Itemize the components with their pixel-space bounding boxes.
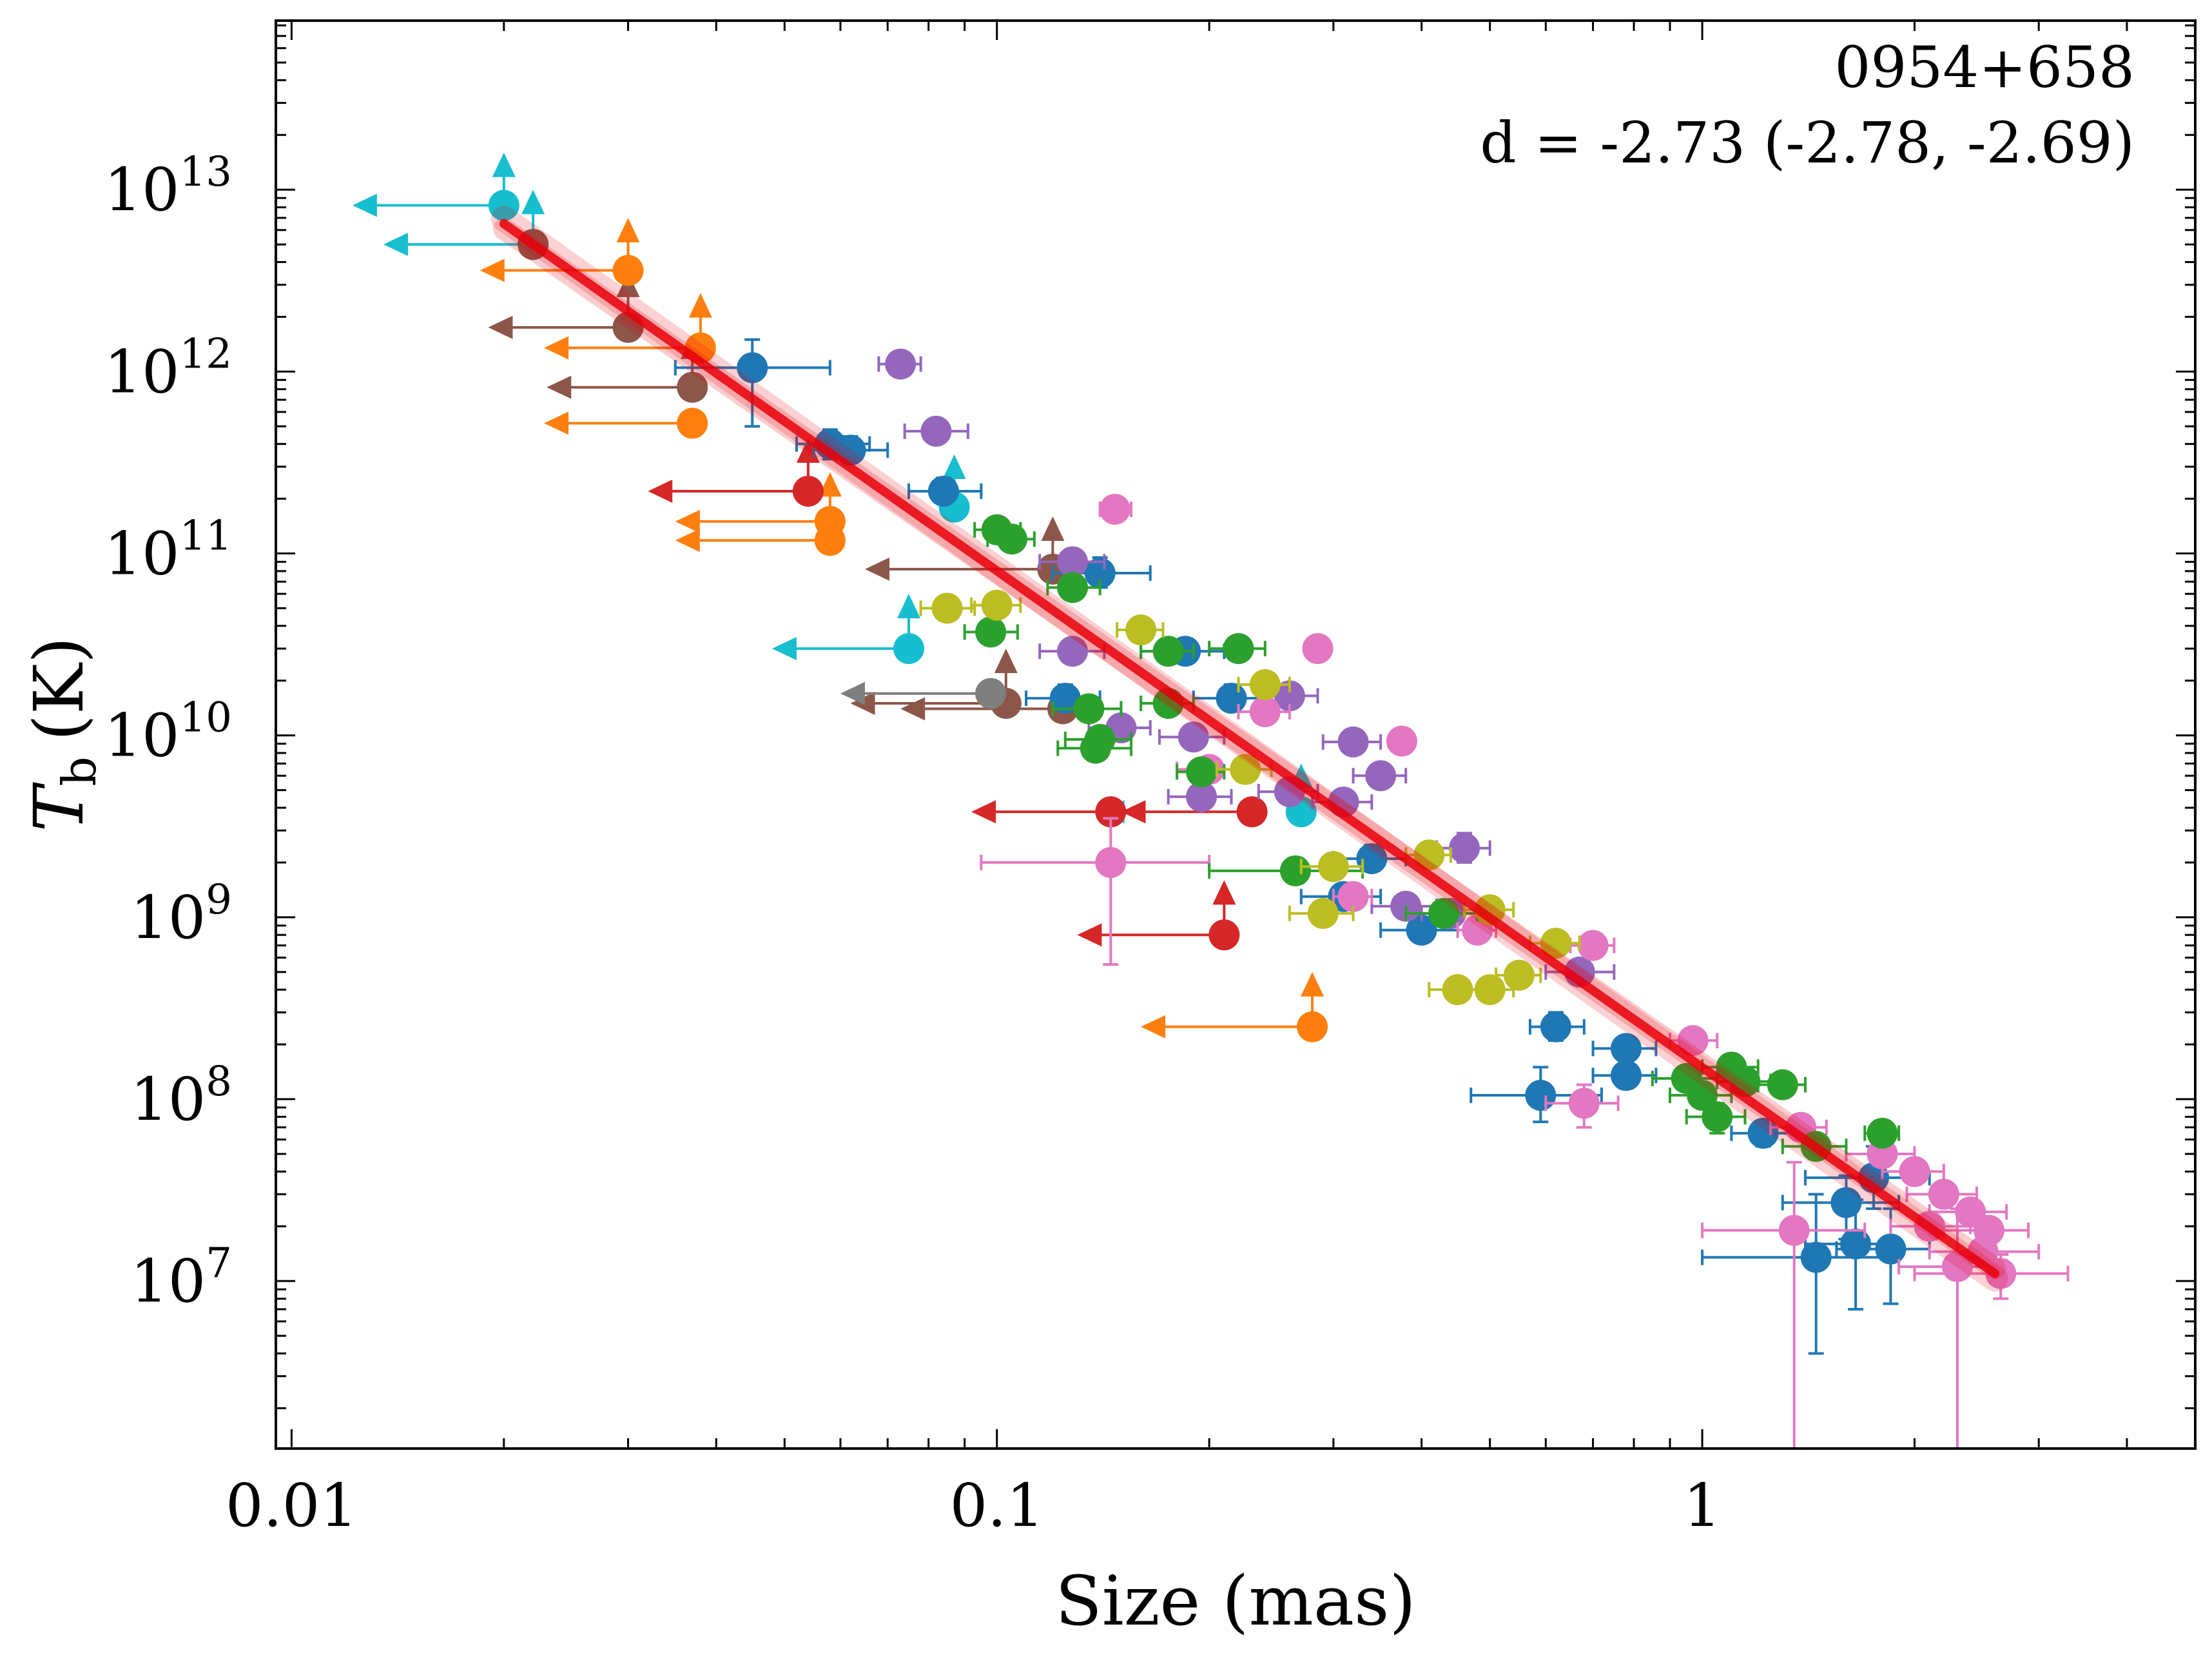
data-marker — [1525, 1080, 1556, 1111]
data-marker — [793, 476, 824, 507]
y-tick-label-base: 10 — [130, 883, 206, 952]
fit-slope-annotation: d = -2.73 (-2.78, -2.69) — [1480, 110, 2135, 176]
data-marker — [1475, 974, 1506, 1005]
data-marker — [1095, 847, 1126, 878]
x-axis-label: Size (mas) — [1055, 1561, 1416, 1641]
data-marker — [1125, 614, 1156, 645]
data-marker — [996, 523, 1027, 554]
data-marker — [893, 633, 924, 664]
y-tick-label-exponent: 12 — [180, 330, 232, 378]
data-marker — [613, 255, 644, 286]
data-marker — [1767, 1069, 1798, 1100]
x-tick-label: 0.1 — [950, 1471, 1044, 1540]
data-marker — [1153, 636, 1184, 667]
data-marker — [1073, 693, 1104, 724]
data-marker — [1569, 1088, 1600, 1118]
data-marker — [1250, 696, 1281, 727]
data-marker — [1540, 1011, 1571, 1042]
y-tick-label-base: 10 — [104, 337, 179, 406]
y-axis-label: Tb (K) — [19, 637, 106, 832]
data-marker — [1100, 494, 1130, 525]
data-marker — [1365, 760, 1396, 791]
data-marker — [928, 476, 959, 507]
data-marker — [1208, 919, 1239, 950]
data-marker — [885, 349, 916, 380]
y-tick-label-exponent: 13 — [180, 148, 232, 196]
data-marker — [1318, 851, 1349, 882]
data-marker — [1186, 756, 1217, 787]
data-marker — [1611, 1060, 1642, 1091]
y-tick-label-exponent: 8 — [206, 1058, 232, 1106]
data-marker — [1216, 683, 1247, 714]
y-tick-label-base: 10 — [130, 1247, 206, 1316]
data-marker — [1280, 855, 1311, 886]
data-marker — [920, 416, 951, 447]
data-marker — [1302, 633, 1333, 664]
data-marker — [1223, 633, 1254, 664]
y-tick-label-base: 10 — [104, 155, 179, 224]
data-marker — [1928, 1179, 1959, 1210]
data-marker — [1338, 727, 1369, 757]
data-marker — [1578, 930, 1609, 961]
data-marker — [1297, 1011, 1328, 1042]
y-axis-label-symbol: T — [19, 781, 99, 832]
source-name-annotation: 0954+658 — [1834, 34, 2135, 101]
data-marker — [975, 678, 1006, 709]
y-axis-label-subscript: b — [52, 757, 106, 786]
data-marker — [815, 525, 846, 556]
data-point — [1302, 633, 1333, 664]
data-marker — [1386, 726, 1417, 757]
data-marker — [1702, 1101, 1732, 1132]
data-marker — [1504, 960, 1535, 991]
y-tick-label-base: 10 — [104, 520, 179, 589]
y-tick-label-base: 10 — [104, 701, 179, 770]
x-tick-label: 1 — [1683, 1471, 1722, 1540]
data-marker — [1057, 572, 1088, 603]
tb-size-scatter-chart: 0.01 0.1 11071081091010101110121013 0954+6… — [0, 0, 2212, 1660]
y-tick-label-exponent: 9 — [206, 876, 232, 924]
data-marker — [1840, 1229, 1871, 1260]
y-tick-label-exponent: 10 — [180, 694, 232, 742]
data-marker — [1875, 1233, 1906, 1264]
y-tick-label-exponent: 11 — [180, 513, 232, 560]
data-marker — [1449, 833, 1480, 864]
data-marker — [931, 592, 962, 623]
data-marker — [1779, 1215, 1810, 1246]
data-point — [1386, 726, 1417, 757]
data-marker — [1237, 796, 1268, 827]
data-marker — [1867, 1118, 1897, 1149]
data-marker — [1899, 1156, 1930, 1187]
data-marker — [1250, 669, 1281, 700]
y-axis-label-unit: (K) — [19, 637, 99, 741]
chart-background — [0, 0, 2212, 1660]
data-marker — [1308, 898, 1339, 929]
data-marker — [677, 408, 708, 439]
data-marker — [1080, 733, 1111, 764]
data-marker — [982, 590, 1013, 621]
x-tick-label: 0.01 — [226, 1471, 358, 1540]
data-marker — [975, 616, 1006, 647]
y-tick-label-exponent: 7 — [206, 1240, 232, 1287]
y-tick-label-base: 10 — [130, 1065, 206, 1134]
